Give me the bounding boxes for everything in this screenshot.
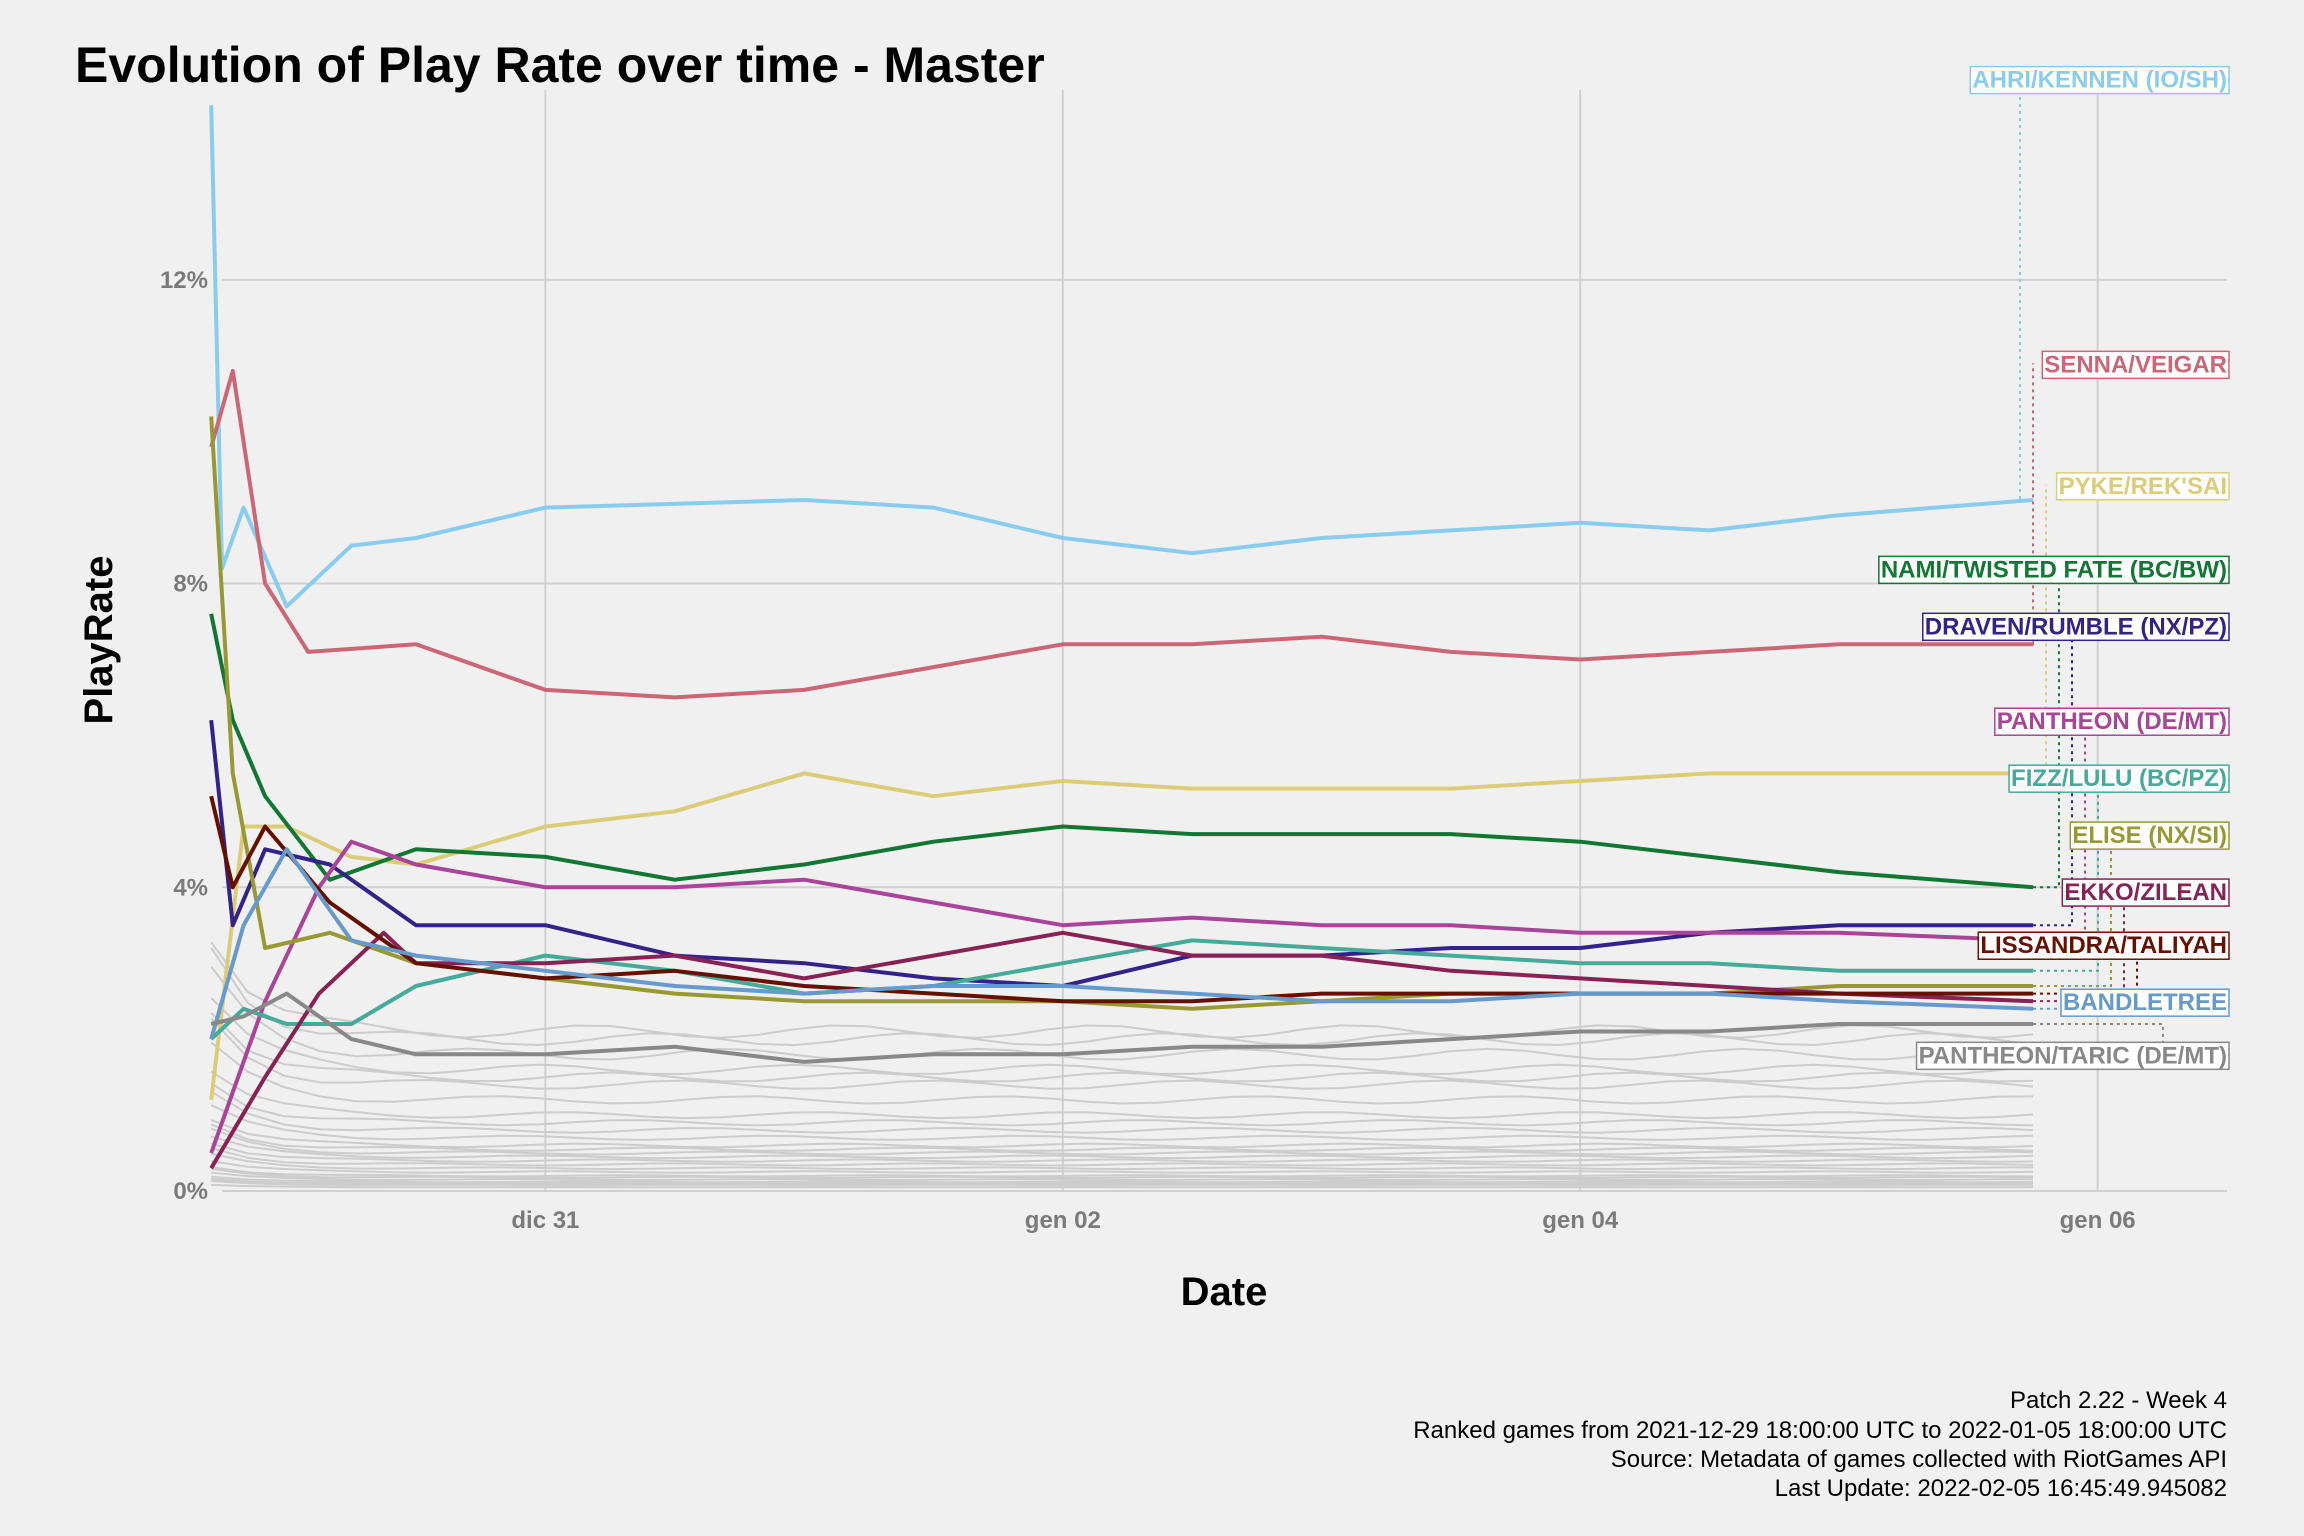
- x-tick-label: gen 02: [1025, 1207, 1101, 1234]
- background-series-line: [211, 1160, 2034, 1174]
- caption-line-patch: Patch 2.22 - Week 4: [2010, 1387, 2227, 1414]
- series-line: [209, 771, 2033, 1101]
- y-axis-title: PlayRate: [77, 556, 121, 725]
- label-connector: [2032, 777, 2099, 972]
- series-label-box: [2060, 988, 2230, 1017]
- background-series-line: [210, 1147, 2034, 1167]
- series-label-text: BANDLETREE: [2063, 989, 2227, 1016]
- axis-ticks: 0% 4% 8% 12% dic 31 gen 02 gen 04 gen 06: [160, 267, 2136, 1234]
- series-label-text: FIZZ/LULU (BC/PZ): [2011, 765, 2227, 792]
- series-line: [209, 613, 2034, 890]
- series-label: EKKO/ZILEAN: [2061, 878, 2230, 907]
- series-label-box: [1915, 1041, 2230, 1071]
- series-label-box: [1922, 612, 2230, 642]
- series-label: FIZZ/LULU (BC/PZ): [2008, 764, 2230, 793]
- background-series-line: [210, 1127, 2034, 1156]
- series-label: SENNA/VEIGAR: [2041, 350, 2230, 380]
- series-label-box: [2008, 764, 2230, 793]
- background-series-line: [210, 966, 2034, 1061]
- series-label-text: DRAVEN/RUMBLE (NX/PZ): [1925, 613, 2227, 640]
- background-series-line: [210, 1090, 2034, 1134]
- background-series-line: [211, 1177, 2034, 1185]
- series-label-box: [1878, 555, 2230, 585]
- background-series-line: [210, 1012, 2034, 1083]
- series-label-box: [2069, 821, 2230, 850]
- series-label-text: NAMI/TWISTED FATE (BC/BW): [1881, 556, 2227, 583]
- y-tick-label: 8%: [173, 571, 208, 598]
- series-label-box: [1994, 707, 2230, 736]
- caption-line-source: Source: Metadata of games collected with…: [1611, 1446, 2227, 1473]
- background-series-line: [211, 1152, 2033, 1171]
- series-label-text: EKKO/ZILEAN: [2064, 879, 2227, 906]
- series-label-text: SENNA/VEIGAR: [2044, 351, 2227, 378]
- series-line: [210, 991, 2033, 1064]
- caption-line-update: Last Update: 2022-02-05 16:45:49.945082: [1775, 1475, 2227, 1502]
- series-label: PANTHEON (DE/MT): [1994, 707, 2230, 736]
- series-label: AHRI/KENNEN (IO/SH): [1969, 65, 2230, 95]
- background-series-line: [211, 1180, 2034, 1187]
- label-connector: [2032, 568, 2060, 889]
- series-line: [209, 930, 2034, 1170]
- background-series-line: [210, 1018, 2034, 1090]
- background-series-line: [211, 1171, 2034, 1181]
- background-series-line: [211, 1175, 2034, 1184]
- series-label: BANDLETREE: [2060, 988, 2230, 1017]
- series-label-text: ELISE (NX/SI): [2072, 822, 2227, 849]
- series-label-text: AHRI/KENNEN (IO/SH): [1972, 67, 2227, 94]
- series-label: LISSANDRA/TALIYAH: [1977, 931, 2230, 960]
- series-label-box: [2055, 472, 2230, 501]
- series-label-text: PANTHEON/TARIC (DE/MT): [1919, 1042, 2227, 1069]
- caption-line-range: Ranked games from 2021-12-29 18:00:00 UT…: [1413, 1417, 2227, 1444]
- background-series-line: [210, 1123, 2034, 1152]
- series-line: [209, 839, 2034, 1154]
- x-tick-label: gen 06: [2060, 1207, 2136, 1234]
- series-label: NAMI/TWISTED FATE (BC/BW): [1878, 555, 2230, 585]
- y-tick-label: 12%: [160, 267, 208, 294]
- background-series-line: [210, 1135, 2034, 1160]
- x-tick-label: gen 04: [1542, 1207, 1619, 1234]
- label-connector: [2032, 1022, 2164, 1055]
- x-tick-label: dic 31: [511, 1207, 579, 1234]
- background-series-line: [210, 1118, 2034, 1149]
- label-connector: [2032, 720, 2086, 942]
- series-label: ELISE (NX/SI): [2069, 821, 2230, 850]
- series-label-box: [1977, 931, 2230, 960]
- background-series-line: [210, 1041, 2034, 1105]
- label-connector: [2032, 834, 2112, 987]
- caption: Patch 2.22 - Week 4 Ranked games from 20…: [1413, 1387, 2227, 1502]
- series-line: [209, 368, 2033, 700]
- series-label-text: PANTHEON (DE/MT): [1997, 708, 2227, 735]
- background-series: [210, 941, 2034, 1189]
- background-series-line: [210, 941, 2034, 1039]
- label-connector: [2019, 78, 2033, 502]
- series-line: [209, 847, 2034, 1040]
- series-label-box: [2041, 350, 2230, 380]
- series-label-box: [1969, 65, 2230, 95]
- series-label-box: [2061, 878, 2230, 907]
- background-series-line: [210, 1082, 2034, 1127]
- x-axis-title: Date: [1181, 1270, 1268, 1314]
- highlighted-series: [209, 105, 2034, 1170]
- series-line: [209, 105, 2034, 609]
- y-tick-label: 0%: [173, 1178, 208, 1205]
- series-label: PYKE/REK'SAI: [2055, 472, 2230, 501]
- background-series-line: [210, 1142, 2034, 1163]
- background-series-line: [210, 1104, 2034, 1141]
- series-label: PANTHEON/TARIC (DE/MT): [1915, 1041, 2230, 1071]
- series-labels: AHRI/KENNEN (IO/SH) SENNA/VEIGAR PYKE/REK'…: [1878, 65, 2230, 1071]
- y-tick-label: 4%: [173, 874, 208, 901]
- series-line: [209, 719, 2033, 988]
- chart-title: Evolution of Play Rate over time - Maste…: [75, 37, 1045, 93]
- background-series-line: [211, 1166, 2034, 1178]
- background-series-line: [210, 997, 2034, 1076]
- background-series-line: [211, 1183, 2034, 1189]
- background-series-line: [210, 1070, 2034, 1120]
- series-label-text: PYKE/REK'SAI: [2059, 473, 2227, 500]
- series-label: DRAVEN/RUMBLE (NX/PZ): [1922, 612, 2230, 642]
- series-label-text: LISSANDRA/TALIYAH: [1980, 932, 2227, 959]
